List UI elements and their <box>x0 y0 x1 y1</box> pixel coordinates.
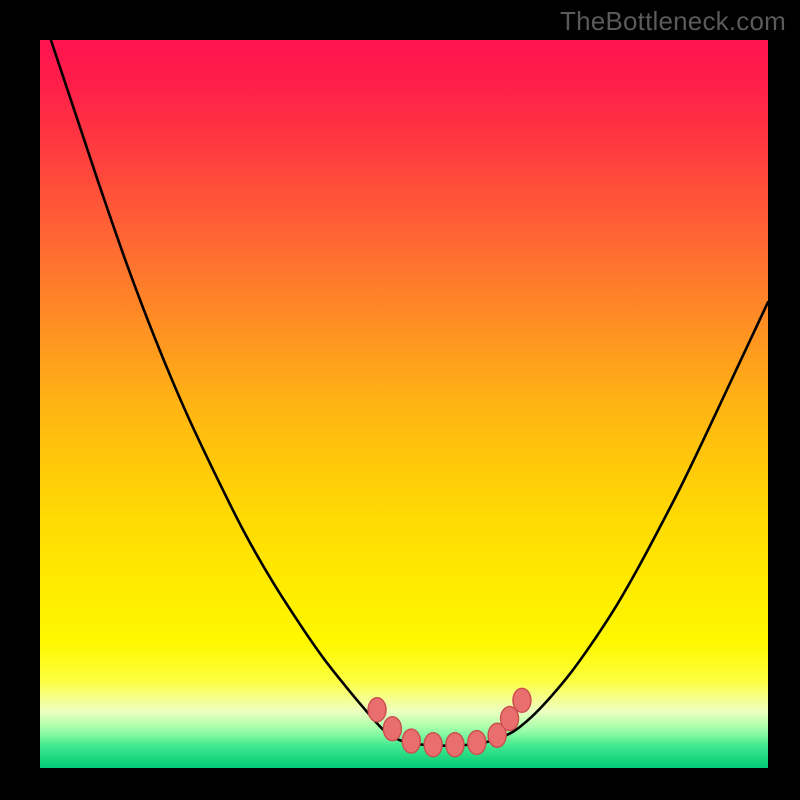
marker-dot <box>446 733 464 757</box>
marker-dot <box>383 717 401 741</box>
marker-dot <box>368 698 386 722</box>
marker-dot <box>424 733 442 757</box>
watermark-text: TheBottleneck.com <box>560 6 786 37</box>
chart-frame <box>32 32 768 768</box>
bottleneck-chart <box>40 40 768 768</box>
marker-dot <box>513 688 531 712</box>
marker-dot <box>402 729 420 753</box>
gradient-background <box>40 40 768 768</box>
marker-dot <box>468 731 486 755</box>
